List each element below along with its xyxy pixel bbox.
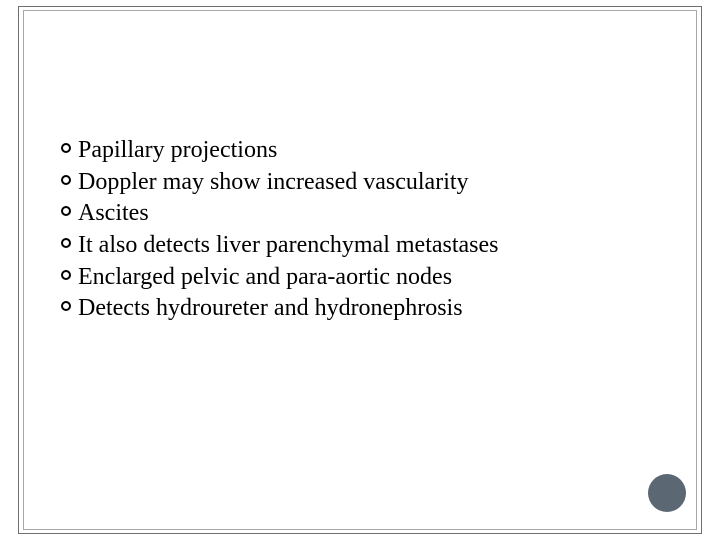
bullet-icon (60, 205, 72, 217)
corner-accent-circle (648, 474, 686, 512)
list-item: Detects hydroureter and hydronephrosis (60, 293, 670, 325)
slide: Papillary projections Doppler may show i… (0, 0, 720, 540)
bullet-list: Papillary projections Doppler may show i… (60, 135, 670, 325)
bullet-icon (60, 300, 72, 312)
bullet-text: Enclarged pelvic and para-aortic nodes (78, 262, 670, 294)
list-item: Papillary projections (60, 135, 670, 167)
list-item: Ascites (60, 198, 670, 230)
list-item: It also detects liver parenchymal metast… (60, 230, 670, 262)
bullet-text: It also detects liver parenchymal metast… (78, 230, 670, 262)
bullet-icon (60, 269, 72, 281)
bullet-text: Doppler may show increased vascularity (78, 167, 670, 199)
bullet-text: Papillary projections (78, 135, 670, 167)
bullet-text: Ascites (78, 198, 670, 230)
bullet-icon (60, 142, 72, 154)
bullet-icon (60, 237, 72, 249)
list-item: Doppler may show increased vascularity (60, 167, 670, 199)
bullet-icon (60, 174, 72, 186)
list-item: Enclarged pelvic and para-aortic nodes (60, 262, 670, 294)
bullet-text: Detects hydroureter and hydronephrosis (78, 293, 670, 325)
